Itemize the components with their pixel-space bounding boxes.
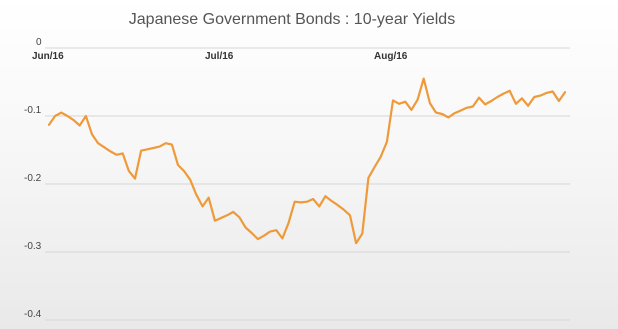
x-tick-label: Jun/16 xyxy=(32,51,64,62)
series-layer xyxy=(47,77,567,245)
gridlines xyxy=(45,47,570,321)
x-axis-ticks: Jun/16 Jul/16 Aug/16 xyxy=(32,51,408,62)
x-tick-label: Aug/16 xyxy=(374,51,408,62)
y-tick-label: -0.1 xyxy=(24,105,42,116)
x-tick-label: Jul/16 xyxy=(205,51,234,62)
y-tick-label: 0 xyxy=(36,37,42,48)
y-tick-label: -0.2 xyxy=(24,173,42,184)
y-tick-label: -0.3 xyxy=(24,241,42,252)
series-line xyxy=(47,77,567,245)
y-tick-label: -0.4 xyxy=(24,309,42,320)
chart-title: Japanese Government Bonds : 10-year Yiel… xyxy=(129,11,455,28)
y-axis-ticks: 0 -0.1 -0.2 -0.3 -0.4 xyxy=(24,37,42,320)
